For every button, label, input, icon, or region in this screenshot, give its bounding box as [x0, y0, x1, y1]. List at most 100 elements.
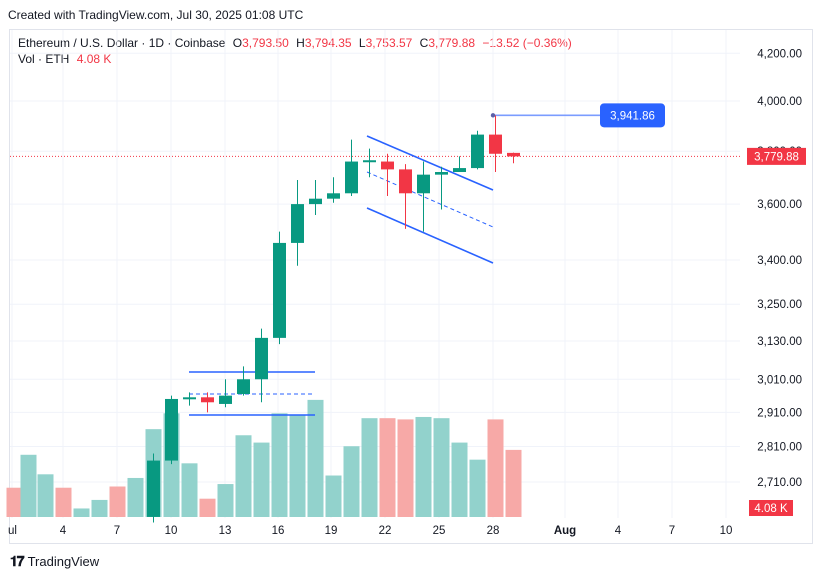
volume-bar [199, 498, 216, 517]
candle-body [237, 379, 250, 394]
candle-body [435, 172, 448, 175]
volume-bar [379, 418, 396, 517]
time-tick-label: 13 [219, 525, 232, 537]
price-tick-label: 3,400.00 [757, 255, 802, 267]
price-tags: 3,779.88 4.08 K [747, 147, 806, 516]
time-tick-label: 10 [165, 525, 178, 537]
volume-bar [451, 442, 468, 517]
time-tick-label: 16 [272, 525, 285, 537]
time-tick-label: 7 [669, 525, 675, 537]
volume-value: 4.08 K [76, 52, 112, 66]
price-tick-label: 4,000.00 [757, 96, 802, 108]
volume-label: Vol · ETH [18, 52, 70, 66]
candle-body [183, 397, 196, 400]
volume-bar [433, 418, 450, 517]
candle-body [309, 198, 322, 205]
high-callout-text: 3,941.86 [610, 110, 655, 122]
candles [147, 115, 520, 523]
candle-body [201, 397, 214, 403]
candle-body [381, 161, 394, 170]
candle-body [363, 160, 376, 163]
time-tick-label: Aug [554, 525, 576, 537]
volume-bar [235, 435, 252, 517]
volume-bar [397, 419, 414, 517]
ohlc-row: Ethereum / U.S. Dollar · 1D · Coinbase O… [18, 35, 572, 51]
close-value: 3,779.88 [428, 36, 476, 50]
candle-body [453, 168, 466, 173]
volume-bar [343, 446, 360, 517]
high-value: 3,794.35 [304, 36, 352, 50]
volume-bar [487, 419, 504, 517]
volume-bar [307, 399, 324, 517]
volume-bar [37, 474, 54, 517]
price-tick-label: 3,130.00 [757, 336, 802, 348]
symbol-title[interactable]: Ethereum / U.S. Dollar · 1D · Coinbase [18, 36, 226, 50]
high-callout-dot [490, 113, 496, 118]
time-tick-label: 25 [433, 525, 446, 537]
candle-body [219, 395, 232, 404]
price-tick-label: 3,250.00 [757, 299, 802, 311]
volume-bar [469, 459, 486, 517]
time-tick-label: 10 [720, 525, 733, 537]
chart-frame[interactable] [9, 29, 813, 544]
low-label: L [358, 36, 366, 50]
time-tick-label: 4 [615, 525, 622, 537]
volume-bar [127, 477, 144, 517]
close-label: C [419, 36, 429, 50]
volume-bar [289, 414, 306, 517]
tradingview-logo[interactable]: 𝟏𝟕 TradingView [10, 553, 99, 570]
volume-bar [20, 454, 37, 517]
candle-body [417, 174, 430, 194]
price-tick-label: 3,600.00 [757, 199, 802, 211]
time-tick-label: 22 [379, 525, 392, 537]
price-axis[interactable]: 4,200.004,000.003,800.003,600.003,400.00… [757, 48, 802, 489]
candle-body [471, 134, 484, 169]
last-price-tag-text: 3,779.88 [754, 151, 799, 163]
trend-drawings[interactable]: 3,941.86 [189, 103, 665, 416]
candle-body [273, 242, 286, 338]
price-tick-label: 3,010.00 [757, 374, 802, 386]
candle-body [327, 193, 340, 199]
candle-body [147, 460, 160, 517]
created-note: Created with TradingView.com, Jul 30, 20… [8, 8, 304, 22]
time-tick-label: 4 [60, 525, 67, 537]
price-tick-label: 4,200.00 [757, 48, 802, 60]
time-tick-label: 19 [325, 525, 338, 537]
volume-tag-text: 4.08 K [754, 503, 788, 515]
candle-body [255, 337, 268, 380]
volume-bar [253, 442, 270, 517]
open-label: O [232, 36, 243, 50]
price-tick-label: 2,810.00 [757, 442, 802, 454]
candle-body [507, 152, 520, 157]
volume-bar [91, 499, 108, 517]
volume-bar [181, 463, 198, 517]
volume-bar [109, 486, 126, 517]
volume-bars [6, 399, 522, 517]
time-axis[interactable]: ul 4 7 10 13 16 19 22 25 28 Aug 4 7 10 [8, 525, 732, 537]
volume-bar [415, 416, 432, 517]
time-tick-label: 7 [114, 525, 120, 537]
time-tick-label: ul [8, 525, 17, 537]
volume-bar [271, 413, 288, 517]
flag-bottom-line [366, 207, 494, 264]
candle-body [489, 134, 502, 154]
volume-bar [6, 487, 23, 517]
low-value: 3,753.57 [365, 36, 413, 50]
price-tick-label: 2,910.00 [757, 407, 802, 419]
tradingview-logo-icon: 𝟏𝟕 [10, 553, 25, 569]
time-tick-label: 28 [487, 525, 500, 537]
volume-bar [505, 449, 522, 517]
candle-body [165, 398, 178, 461]
volume-bar [55, 487, 72, 517]
grid [10, 30, 740, 518]
candle-body [345, 161, 358, 194]
high-label: H [296, 36, 305, 50]
candle-body [399, 169, 412, 194]
flag-top-line [366, 135, 494, 191]
price-tick-label: 2,710.00 [757, 477, 802, 489]
high-callout-box [600, 103, 665, 128]
volume-row: Vol · ETH 4.08 K [18, 51, 572, 67]
volume-tag [749, 500, 793, 516]
volume-bar [73, 508, 90, 517]
